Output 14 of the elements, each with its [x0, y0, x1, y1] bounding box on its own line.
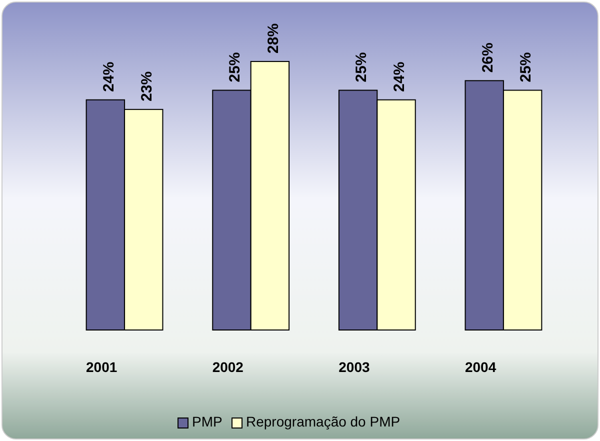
data-label: 25%: [518, 52, 535, 82]
legend-label: Reprogramação do PMP: [246, 414, 400, 430]
x-tick-label: 2003: [338, 359, 370, 375]
data-label: 25%: [226, 52, 244, 82]
legend-label: PMP: [192, 414, 222, 430]
x-tick-label: 2004: [464, 359, 496, 375]
data-label: 26%: [479, 42, 496, 73]
x-tick-label: 2002: [212, 359, 244, 375]
data-label: 24%: [391, 62, 408, 92]
data-label: 23%: [138, 71, 156, 102]
x-tick-label: 2001: [86, 359, 118, 375]
data-label: 24%: [100, 62, 118, 92]
data-label: 25%: [353, 52, 370, 82]
data-label: 28%: [264, 23, 282, 54]
